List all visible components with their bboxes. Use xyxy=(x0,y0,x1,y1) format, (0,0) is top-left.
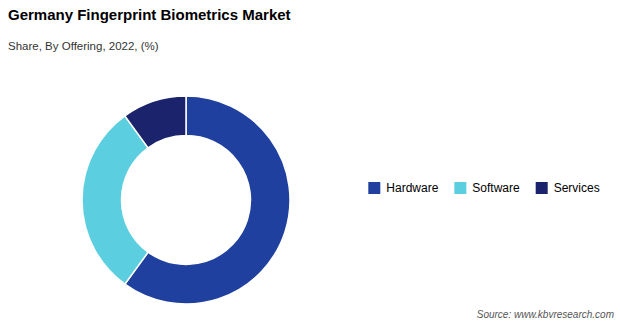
slice xyxy=(125,96,186,148)
chart: Germany Fingerprint Biometrics Market Sha… xyxy=(0,0,620,324)
legend-item: Software xyxy=(454,181,520,195)
legend-label: Hardware xyxy=(386,181,438,195)
legend-label: Software xyxy=(472,181,520,195)
legend-swatch xyxy=(368,182,380,194)
subtitle: Share, By Offering, 2022, (%) xyxy=(8,40,159,52)
slice xyxy=(82,116,148,284)
legend-swatch xyxy=(536,182,548,194)
title: Germany Fingerprint Biometrics Market xyxy=(8,6,291,23)
legend-label: Services xyxy=(554,181,600,195)
legend-swatch xyxy=(454,182,466,194)
legend-item: Hardware xyxy=(368,181,438,195)
legend-item: Services xyxy=(536,181,600,195)
annotation: Source: www.kbvresearch.com xyxy=(477,309,614,320)
legend: Hardware Software Services xyxy=(368,181,599,195)
slice xyxy=(125,96,290,304)
pie xyxy=(82,96,290,304)
